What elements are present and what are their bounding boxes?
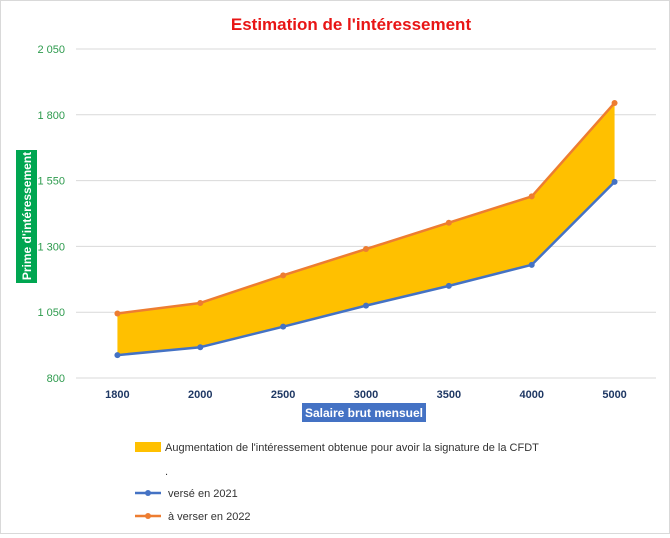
series-line-2022-point xyxy=(280,272,287,279)
chart-title: Estimation de l'intéressement xyxy=(231,15,472,34)
series-line-2021-point xyxy=(611,178,618,185)
legend-line-2022-marker xyxy=(145,513,151,519)
x-axis-title-background xyxy=(302,403,426,422)
area-increase xyxy=(117,102,615,356)
series-line-2021-point xyxy=(280,323,287,330)
legend-line-2021-label: versé en 2021 xyxy=(168,488,238,500)
y-tick-label: 1 550 xyxy=(37,176,65,188)
x-tick-label: 4000 xyxy=(519,389,543,401)
series-line-2022-point xyxy=(528,193,535,200)
legend-separator: . xyxy=(165,466,168,478)
x-axis-ticks: 1800 2000 2500 3000 3500 4000 5000 xyxy=(105,389,627,401)
y-tick-label: 1 800 xyxy=(37,110,65,122)
legend-area-label: Augmentation de l'intéressement obtenue … xyxy=(165,442,539,454)
series-line-2022-point xyxy=(197,299,204,306)
legend-area-swatch xyxy=(135,442,161,452)
series-line-2021-point xyxy=(445,282,452,289)
x-tick-label: 2500 xyxy=(271,389,295,401)
series-line-2022-point xyxy=(611,99,618,106)
y-axis-title-text: Prime d'intéressement xyxy=(20,152,34,280)
x-tick-label: 2000 xyxy=(188,389,212,401)
legend-line-2022-label: à verser en 2022 xyxy=(168,511,251,523)
y-tick-label: 1 300 xyxy=(37,241,65,253)
y-axis-ticks: 800 1 050 1 300 1 550 1 800 2 050 xyxy=(37,44,65,385)
series-line-2021-point xyxy=(528,261,535,268)
series-line-2021-point xyxy=(114,352,121,359)
series-line-2021-point xyxy=(197,344,204,351)
x-tick-label: 1800 xyxy=(105,389,129,401)
y-axis-title-background xyxy=(16,150,37,283)
x-tick-label: 5000 xyxy=(602,389,626,401)
x-tick-label: 3500 xyxy=(437,389,461,401)
series-lines xyxy=(114,99,618,359)
x-axis-title: Salaire brut mensuel xyxy=(302,403,426,422)
y-tick-label: 2 050 xyxy=(37,44,65,56)
series-line-2022-point xyxy=(445,219,452,226)
y-tick-label: 800 xyxy=(47,373,65,385)
series-line-2022-point xyxy=(363,246,369,253)
area-band xyxy=(117,102,615,356)
y-axis-title: Prime d'intéressement xyxy=(16,150,37,283)
series-line-2022-point xyxy=(114,310,121,317)
x-axis-title-text: Salaire brut mensuel xyxy=(305,406,423,420)
legend: Augmentation de l'intéressement obtenue … xyxy=(135,442,539,523)
y-tick-label: 1 050 xyxy=(37,307,65,319)
x-tick-label: 3000 xyxy=(354,389,378,401)
series-line-2021-point xyxy=(363,302,369,309)
legend-line-2021-marker xyxy=(145,490,151,496)
